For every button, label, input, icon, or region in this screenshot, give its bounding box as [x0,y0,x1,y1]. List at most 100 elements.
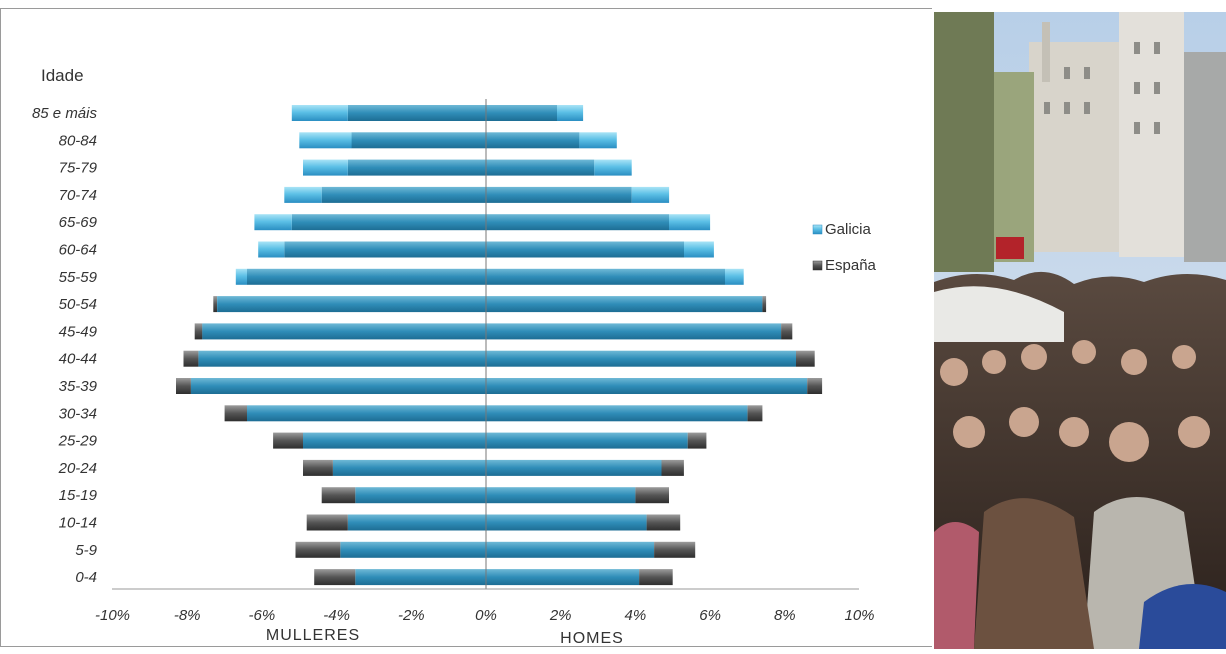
y-tick-label: 85 e máis [32,105,98,122]
x-tick-label: 6% [699,607,721,624]
crowd-photo [934,12,1226,649]
bar-women-galicia [235,268,247,285]
y-tick-label: 50-54 [59,296,97,313]
bar-men-espana [687,432,707,449]
bar-men-galicia [594,159,632,176]
bar-women-espana [213,296,217,313]
bar-men-espana [646,514,681,531]
x-label-women: MULLERES [266,627,360,644]
bar-women-galicia [291,105,348,121]
bar-men-espana [796,350,815,367]
bar-women-overlap [355,569,486,586]
bar-men-overlap [486,214,669,231]
bar-women-overlap [351,132,486,149]
bar-women-galicia [299,132,352,149]
population-pyramid-chart: Idade 85 e máis 80-84 75-79 70-74 65-69 60-64… [32,66,877,647]
y-tick-label: 5-9 [75,542,97,559]
crowd-photo-image [934,12,1226,649]
y-tick-label: 65-69 [59,214,98,231]
bar-men-overlap [486,105,557,121]
bar-women-overlap [247,268,486,285]
bar-men-espana [747,405,763,422]
bar-men-galicia [631,186,670,203]
bar-women-overlap [347,159,486,176]
bar-men-espana [781,323,793,340]
bar-women-overlap [291,214,486,231]
bar-men-overlap [486,241,684,258]
legend-swatch-galicia [812,224,823,235]
legend-label-espana: España [825,257,877,274]
bar-women-espana [321,487,356,504]
bar-women-espana [273,432,303,449]
y-tick-label: 0-4 [75,569,97,586]
y-tick-label: 60-64 [59,242,97,259]
bar-women-espana [176,378,191,394]
y-axis-title: Idade [41,66,84,85]
bar-women-overlap [303,432,486,449]
x-tick-label: -10% [95,607,130,624]
bar-men-espana [807,378,823,394]
bar-women-galicia [303,159,348,176]
bar-women-galicia [254,214,292,231]
x-tick-label: 4% [625,607,647,624]
x-tick-label: 10% [844,607,874,624]
bar-women-overlap [347,514,486,531]
y-tick-label: 20-24 [58,460,97,477]
bar-women-espana [314,569,356,586]
bar-women-overlap [321,186,486,203]
bar-women-espana [183,350,199,367]
bar-women-espana [303,459,333,476]
bar-women-overlap [284,241,486,258]
y-tick-label: 15-19 [59,487,98,504]
x-tick-label: 2% [549,607,572,624]
x-tick-label: -4% [323,607,350,624]
bar-men-espana [762,296,767,313]
bar-men-overlap [486,541,655,558]
bar-women-overlap [347,105,486,121]
bar-men-overlap [486,296,763,313]
y-tick-label: 25-29 [58,433,98,450]
y-tick-label: 80-84 [59,132,97,149]
bar-men-overlap [486,159,595,176]
bar-men-espana [639,569,673,586]
bar-women-overlap [247,405,486,422]
y-tick-label: 35-39 [59,378,98,395]
bar-men-overlap [486,459,662,476]
bar-men-overlap [486,487,636,504]
y-tick-label: 10-14 [59,515,97,532]
bar-women-espana [306,514,348,531]
bar-men-overlap [486,132,580,149]
y-tick-label: 40-44 [59,351,97,368]
legend: Galicia España [812,221,877,274]
bar-women-overlap [332,459,486,476]
bars-group [176,105,823,586]
bar-men-galicia [684,241,714,258]
y-tick-label: 55-59 [59,269,98,286]
bar-men-overlap [486,323,782,340]
bar-men-overlap [486,186,632,203]
legend-label-galicia: Galicia [825,221,872,238]
x-tick-labels: -10% -8% -6% -4% -2% 0% 2% 4% 6% 8% 10% [95,607,875,624]
legend-swatch-espana [812,260,823,271]
bar-men-galicia [579,132,617,149]
bar-men-galicia [725,268,744,285]
bar-women-overlap [355,487,486,504]
bar-men-galicia [557,105,584,121]
bar-men-overlap [486,378,808,394]
bar-women-overlap [217,296,486,313]
bar-men-galicia [669,214,711,231]
y-tick-label: 45-49 [59,323,98,340]
bar-women-overlap [190,378,486,394]
bar-men-overlap [486,432,688,449]
bar-men-espana [661,459,684,476]
bar-men-espana [635,487,669,504]
x-tick-label: 0% [475,607,497,624]
y-tick-label: 70-74 [59,187,97,204]
bar-men-overlap [486,405,748,422]
bar-women-overlap [198,350,486,367]
bar-women-espana [295,541,341,558]
bar-women-espana [224,405,247,422]
x-label-men: HOMES [560,630,624,646]
y-tick-label: 30-34 [59,405,97,422]
bar-men-espana [654,541,696,558]
